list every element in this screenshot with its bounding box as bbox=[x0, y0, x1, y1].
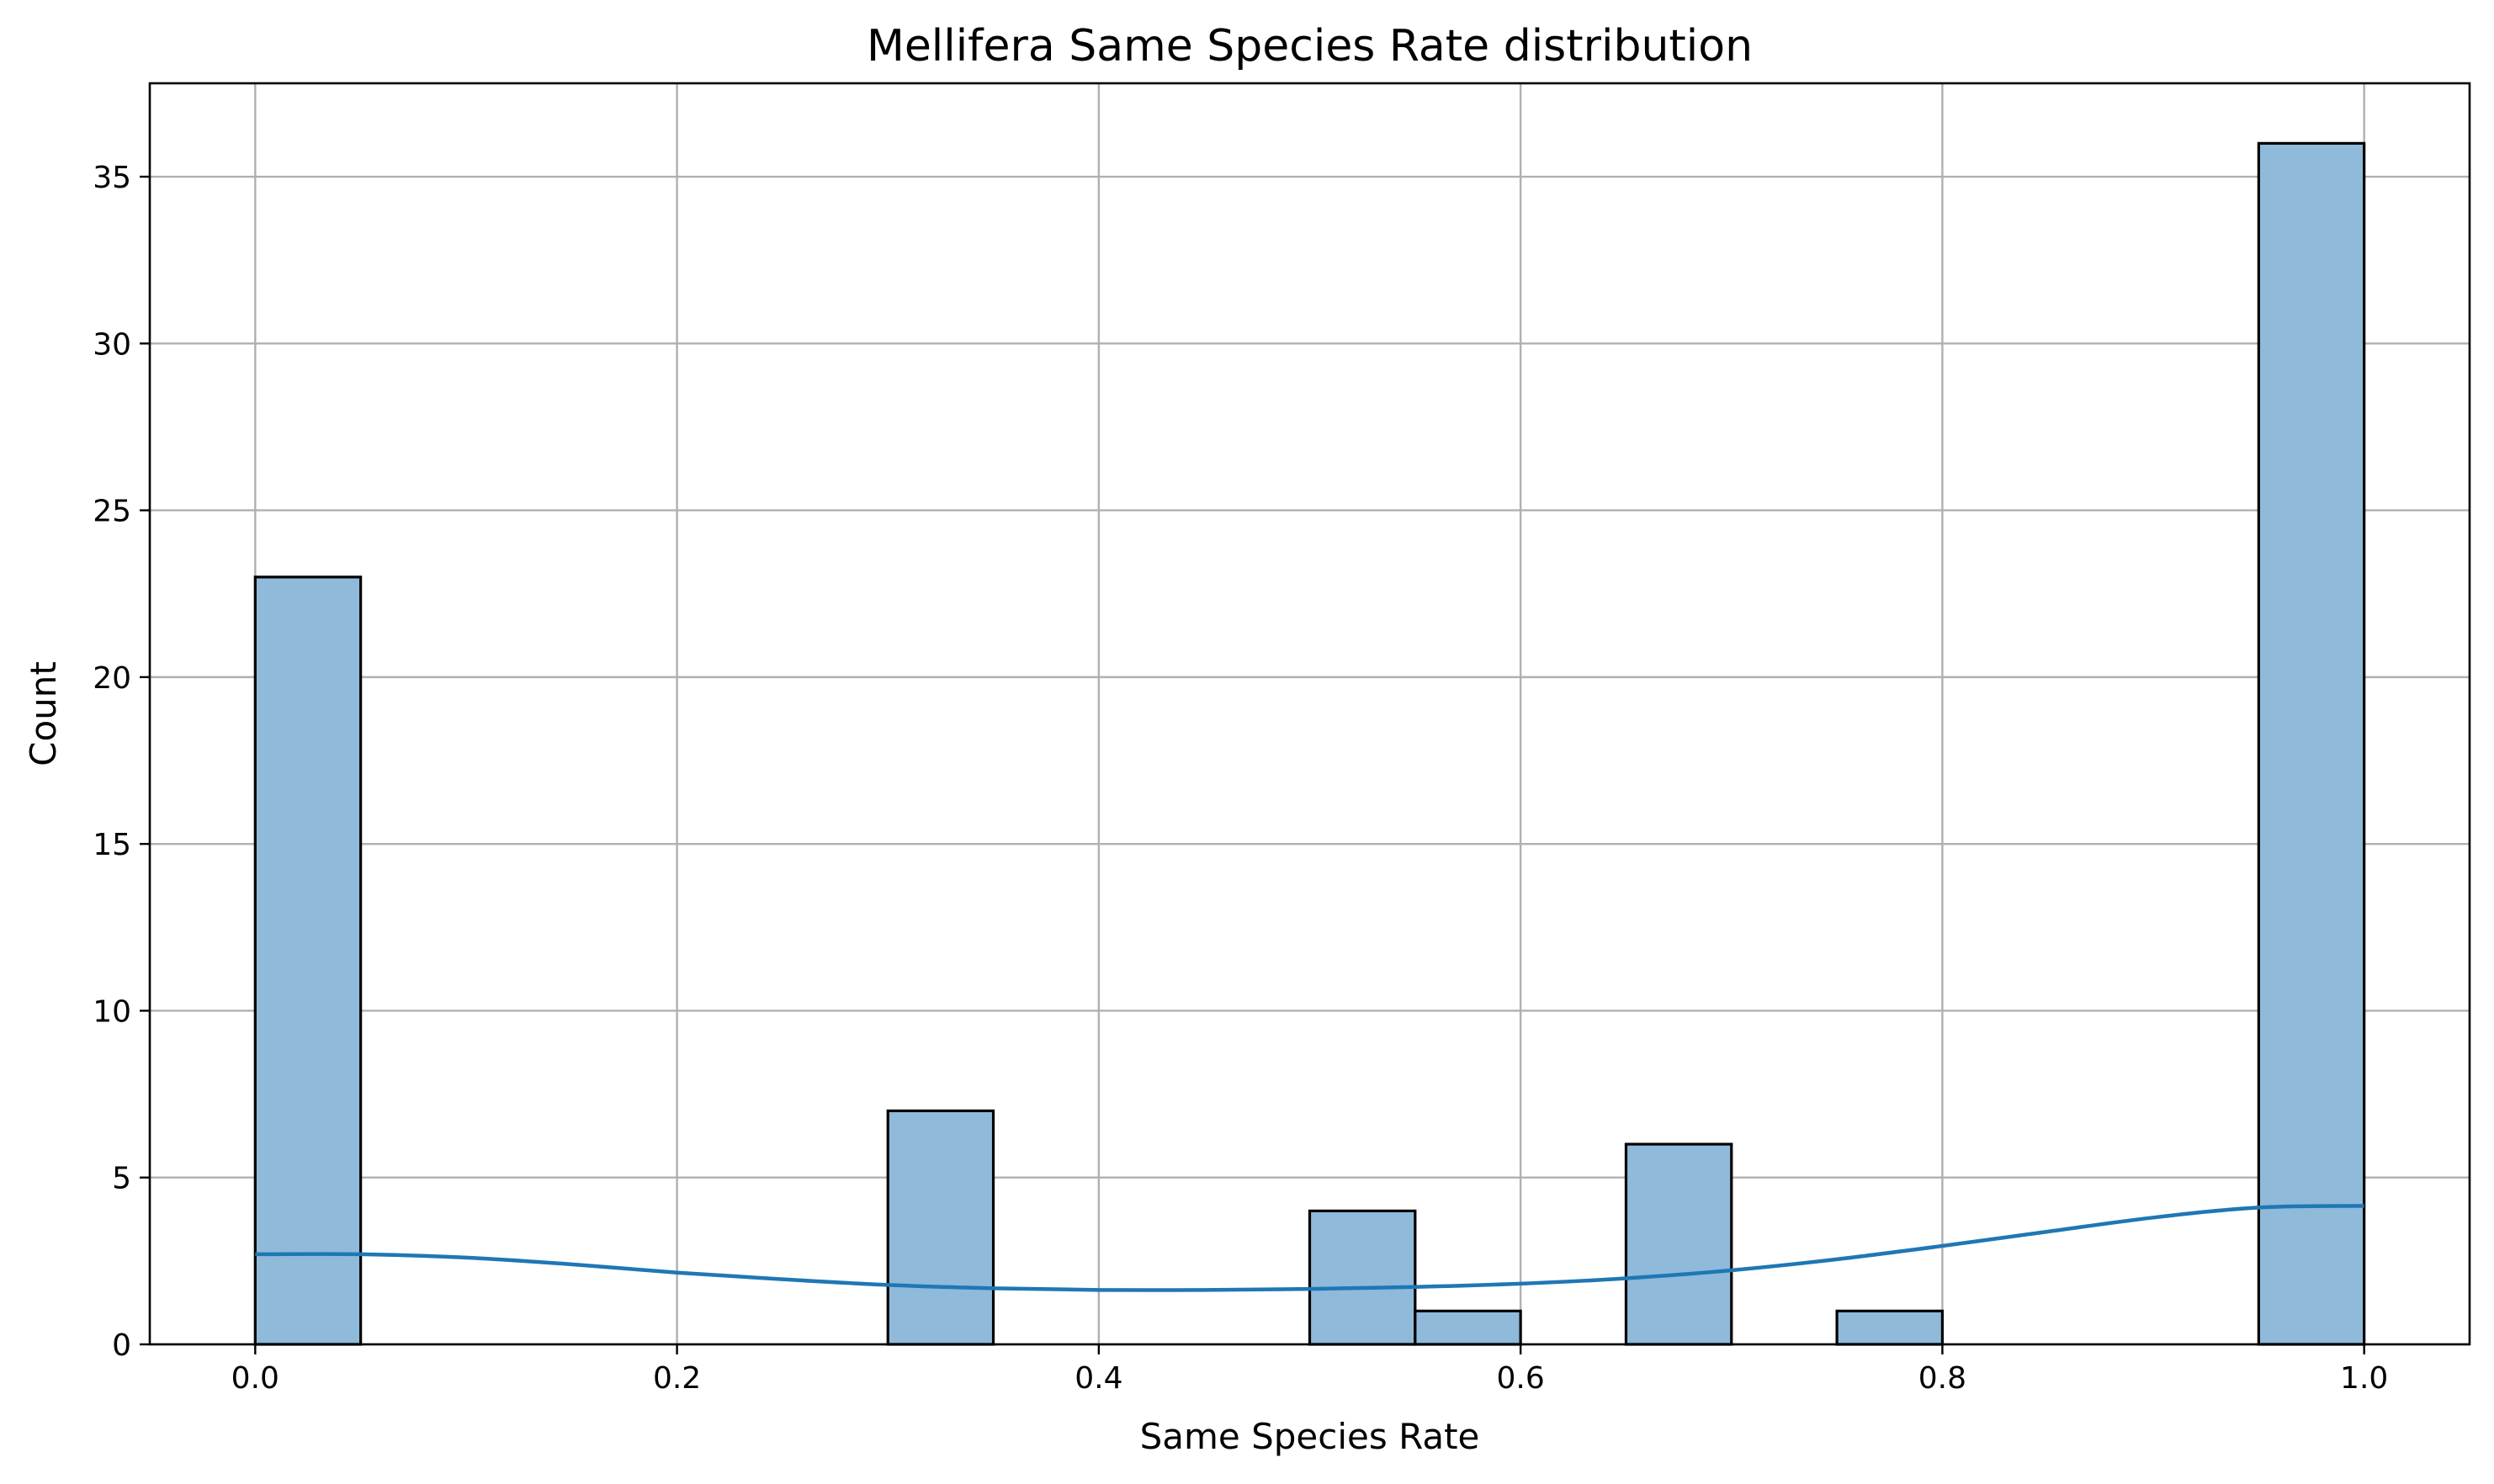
y-tick-label: 30 bbox=[93, 327, 131, 362]
histogram-bar bbox=[1624, 1142, 1733, 1346]
x-tick-label: 1.0 bbox=[2340, 1361, 2388, 1396]
histogram-bar bbox=[1308, 1209, 1417, 1346]
histogram-bars bbox=[253, 141, 2366, 1346]
grid-lines bbox=[150, 83, 2470, 1346]
y-tick-label: 15 bbox=[93, 828, 131, 862]
x-tick-label: 0.6 bbox=[1497, 1361, 1545, 1396]
y-tick-label: 10 bbox=[93, 994, 131, 1029]
y-tick-label: 0 bbox=[112, 1328, 131, 1363]
chart-title: Mellifera Same Species Rate distribution bbox=[867, 21, 1753, 72]
x-tick-label: 0.2 bbox=[653, 1361, 701, 1396]
histogram-bar bbox=[886, 1109, 995, 1346]
y-tick-label: 25 bbox=[93, 495, 131, 529]
x-tick-label: 0.0 bbox=[231, 1361, 279, 1396]
x-tick-label: 0.8 bbox=[1918, 1361, 1966, 1396]
kde-curve-group bbox=[255, 1204, 2364, 1292]
x-axis-label: Same Species Rate bbox=[1140, 1416, 1480, 1457]
histogram-bar bbox=[253, 575, 363, 1346]
y-axis-label: Count bbox=[23, 661, 64, 766]
y-tick-label: 5 bbox=[112, 1162, 131, 1196]
y-tick-label: 20 bbox=[93, 661, 131, 696]
histogram-bar bbox=[1835, 1309, 1945, 1346]
x-tick-label: 0.4 bbox=[1075, 1361, 1122, 1396]
y-tick-label: 35 bbox=[93, 161, 131, 195]
histogram-bar bbox=[2257, 141, 2366, 1346]
axis-ticks: 0.0 0.2 0.4 0.6 0.8 1.0 0 5 10 15 20 25 30 35 bbox=[93, 161, 2388, 1396]
plot-frame bbox=[148, 82, 2471, 1346]
kde-curve bbox=[255, 1204, 2364, 1292]
histogram-bar bbox=[1414, 1309, 1522, 1346]
